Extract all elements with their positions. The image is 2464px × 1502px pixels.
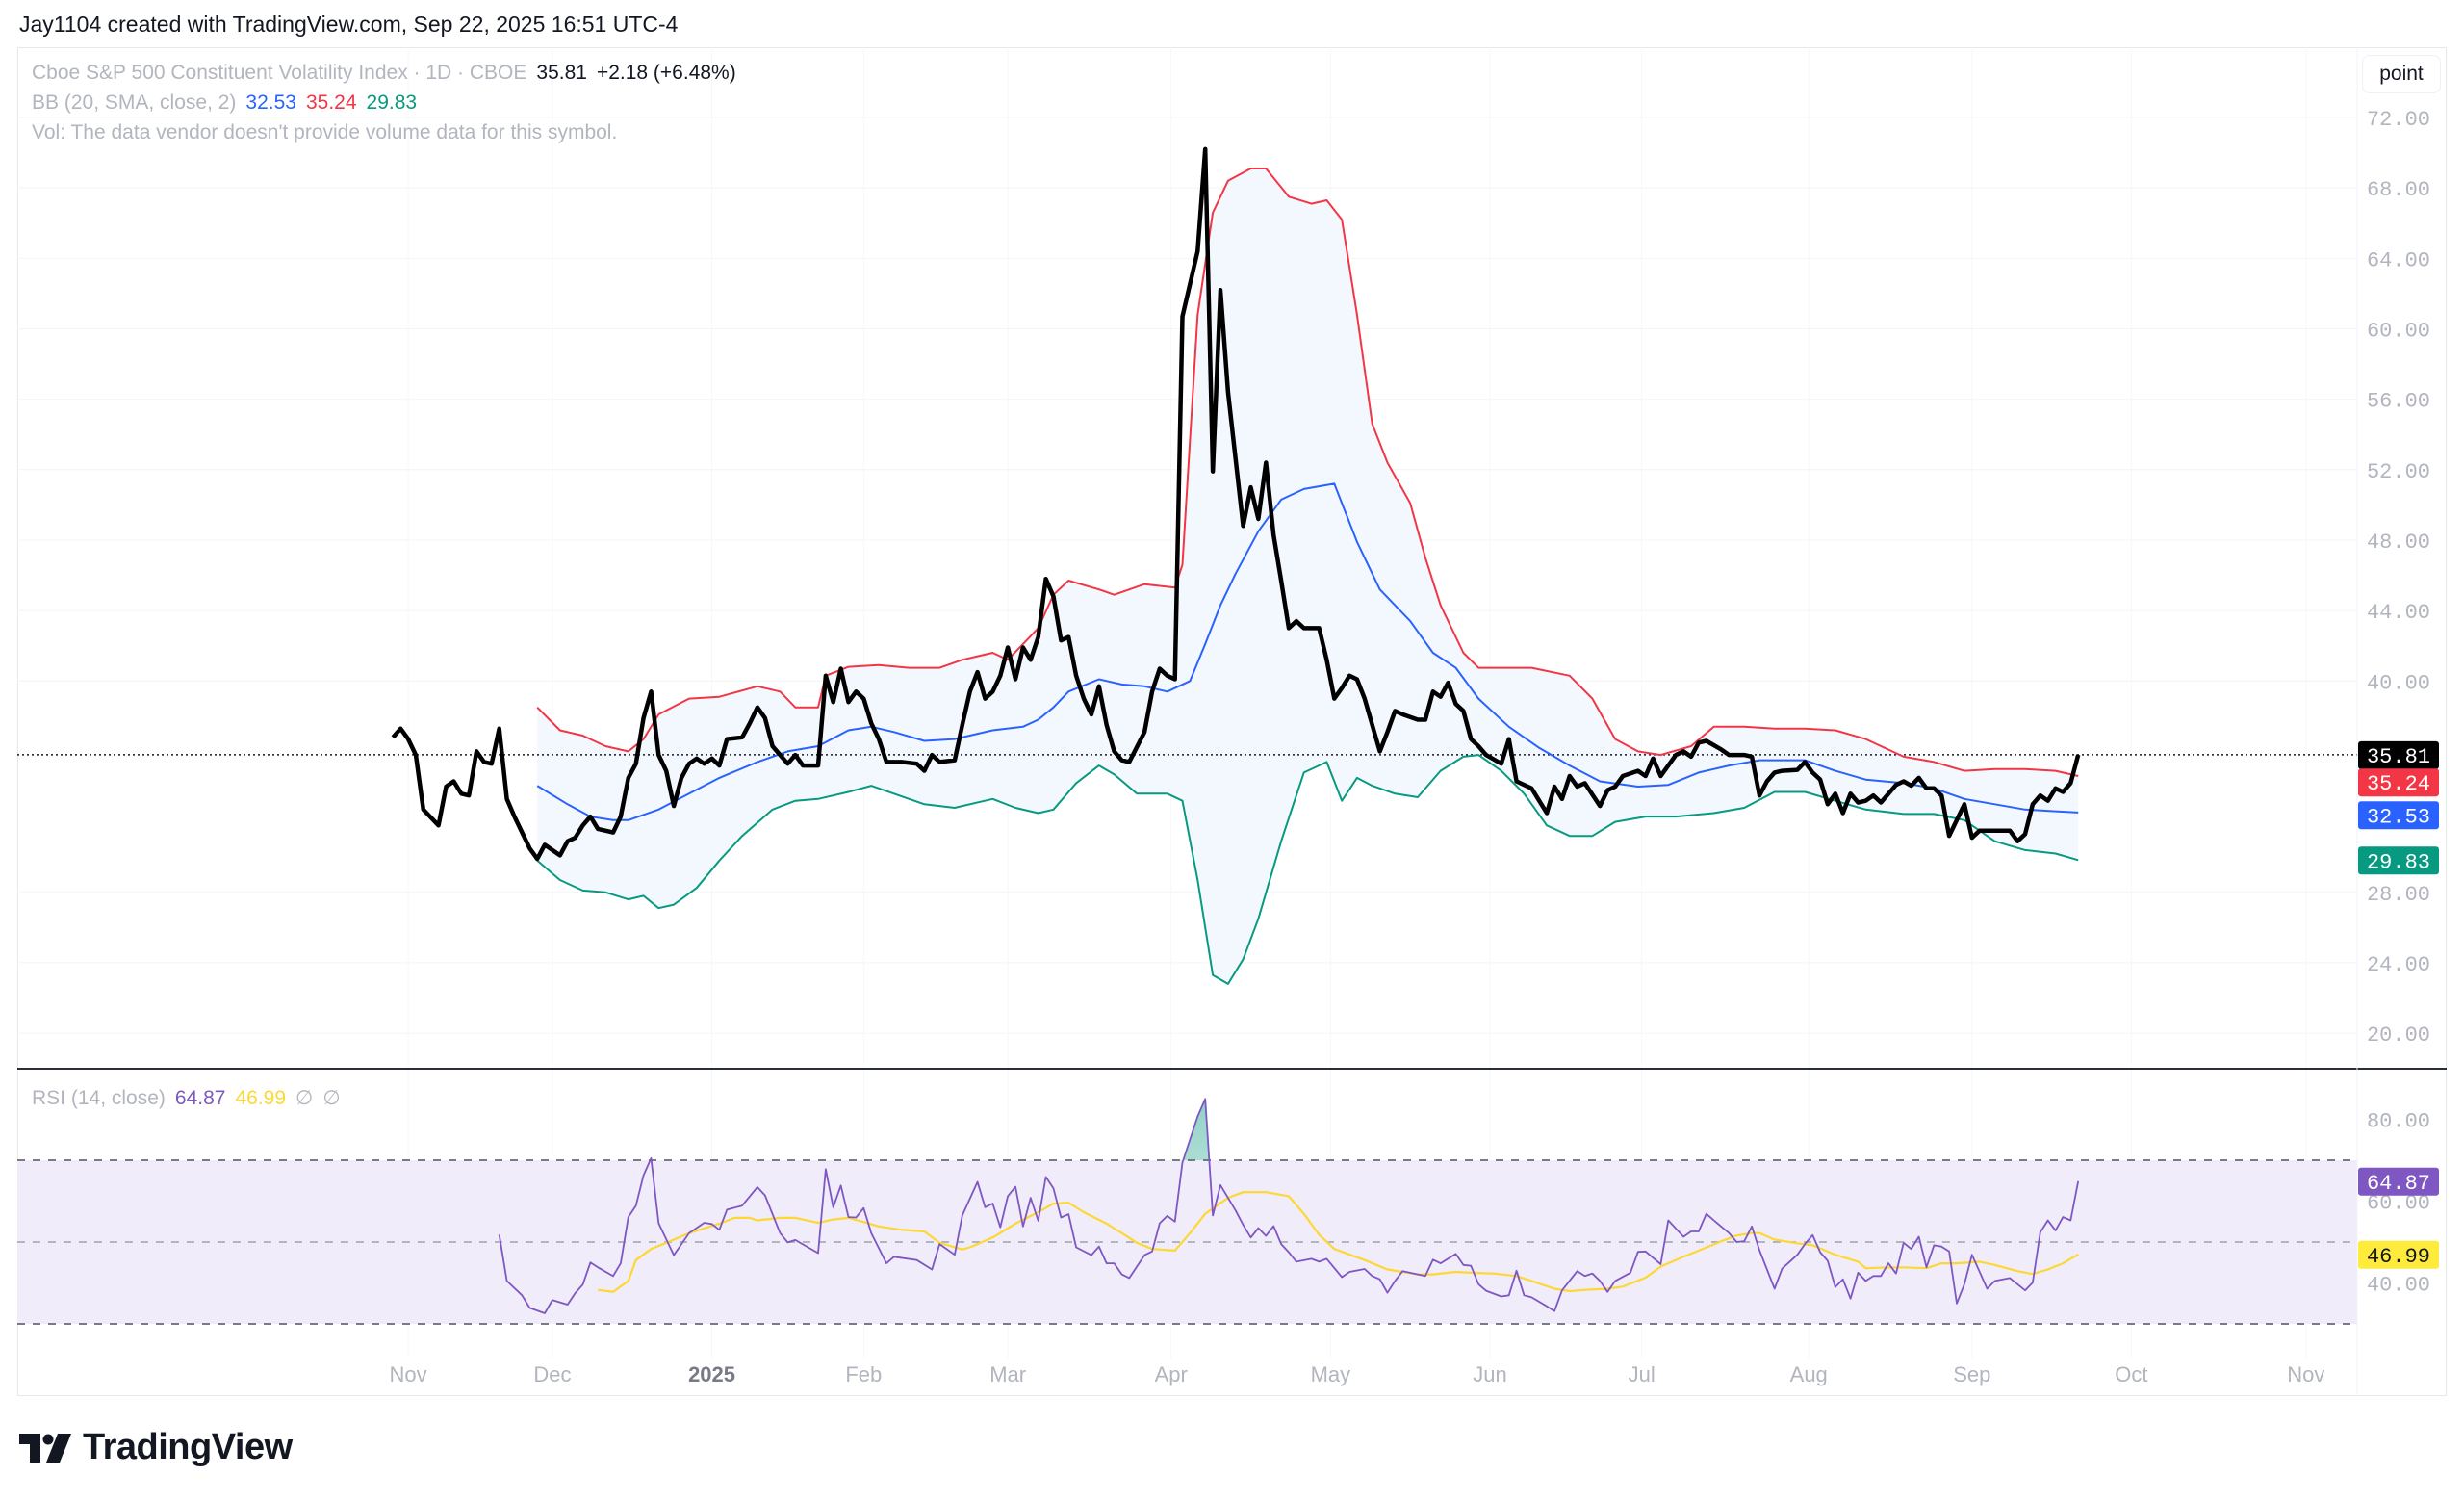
price-label-bg: [2358, 768, 2439, 797]
time-tick-label: Nov: [2287, 1362, 2324, 1386]
price-change: +2.18 (+6.48%): [596, 62, 736, 84]
rsi-label: RSI (14, close): [32, 1087, 166, 1109]
rsi-legend[interactable]: RSI (14, close) 64.87 46.99 ∅ ∅: [32, 1086, 350, 1110]
price-tick-label: 44.00: [2367, 601, 2430, 625]
price-label: 29.83: [2367, 850, 2430, 874]
price-tick-label: 28.00: [2367, 883, 2430, 907]
rsi-tick-label: 80.00: [2367, 1110, 2430, 1134]
rsi-value-label-bg: [2358, 1240, 2439, 1269]
price-label: 32.53: [2367, 805, 2430, 829]
time-tick-label: Nov: [390, 1362, 427, 1386]
bb-lower-line: [536, 754, 2079, 985]
time-tick-label: Apr: [1155, 1362, 1188, 1386]
time-tick-label: Oct: [2115, 1362, 2147, 1386]
price-label: 35.24: [2367, 772, 2430, 796]
price-pane: [17, 146, 2357, 985]
close-line: [391, 146, 2081, 862]
time-tick-label: Sep: [1953, 1362, 1990, 1386]
time-tick-label: May: [1311, 1362, 1351, 1386]
chart-frame: [17, 47, 2447, 1396]
bb-lower-value: 29.83: [366, 91, 418, 114]
volume-note: Vol: The data vendor doesn't provide vol…: [32, 121, 618, 143]
price-tick-label: 68.00: [2367, 178, 2430, 202]
rsi-tick-label: 40.00: [2367, 1274, 2430, 1298]
last-price: 35.81: [536, 62, 587, 84]
time-tick-label: Aug: [1790, 1362, 1828, 1386]
price-tick-label: 20.00: [2367, 1023, 2430, 1048]
price-label: 35.81: [2367, 745, 2430, 769]
bollinger-band-fill: [537, 168, 2079, 984]
axis-value-labels: 35.81 35.24 32.53 29.83 64.87 46.99: [2358, 740, 2439, 1269]
time-tick-label: Dec: [533, 1362, 571, 1386]
price-tick-label: 56.00: [2367, 390, 2430, 414]
rsi-extra-2: ∅: [322, 1087, 341, 1109]
axes: 72.00 68.00 64.00 60.00 56.00 52.00 48.00 44.00…: [390, 108, 2430, 1386]
time-tick-label: Jun: [1473, 1362, 1506, 1386]
time-tick-label: Jul: [1629, 1362, 1656, 1386]
price-tick-label: 60.00: [2367, 319, 2430, 343]
price-tick-label: 72.00: [2367, 108, 2430, 132]
bb-legend[interactable]: BB (20, SMA, close, 2) 32.53 35.24 29.83: [32, 91, 426, 115]
price-tick-label: 52.00: [2367, 460, 2430, 484]
rsi-ma-value: 46.99: [235, 1087, 287, 1109]
rsi-extra-1: ∅: [295, 1087, 314, 1109]
rsi-value-label: 46.99: [2367, 1245, 2430, 1269]
price-label-bg: [2358, 846, 2439, 875]
rsi-line: [498, 1098, 2080, 1314]
time-tick-label: Feb: [845, 1362, 882, 1386]
volume-legend: Vol: The data vendor doesn't provide vol…: [32, 121, 627, 144]
price-tick-label: 64.00: [2367, 248, 2430, 272]
price-tick-label: 48.00: [2367, 531, 2430, 555]
bb-label: BB (20, SMA, close, 2): [32, 91, 237, 114]
price-label-bg: [2358, 801, 2439, 830]
bb-basis-value: 32.53: [245, 91, 296, 114]
tradingview-logo-text: TradingView: [83, 1427, 293, 1467]
chart-credit: Jay1104 created with TradingView.com, Se…: [19, 12, 679, 37]
rsi-pane: [17, 1098, 2357, 1325]
symbol-title: Cboe S&P 500 Constituent Volatility Inde…: [32, 62, 527, 84]
rsi-value-label-bg: [2358, 1167, 2439, 1196]
bb-upper-line: [536, 168, 2079, 777]
rsi-ma-line: [598, 1191, 2079, 1293]
tradingview-logo-icon: [19, 1433, 71, 1463]
price-tick-label: 40.00: [2367, 671, 2430, 695]
tradingview-logo[interactable]: TradingView: [19, 1427, 293, 1468]
symbol-legend[interactable]: Cboe S&P 500 Constituent Volatility Inde…: [32, 62, 746, 85]
time-tick-label: Mar: [989, 1362, 1026, 1386]
scale-mode-button[interactable]: point: [2362, 55, 2441, 93]
price-label-bg: [2358, 740, 2439, 769]
bb-upper-value: 35.24: [305, 91, 357, 114]
bb-basis-line: [536, 482, 2079, 821]
time-tick-label: 2025: [688, 1362, 735, 1386]
rsi-value: 64.87: [174, 1087, 226, 1109]
price-tick-label: 24.00: [2367, 953, 2430, 977]
rsi-value-label: 64.87: [2367, 1172, 2430, 1196]
